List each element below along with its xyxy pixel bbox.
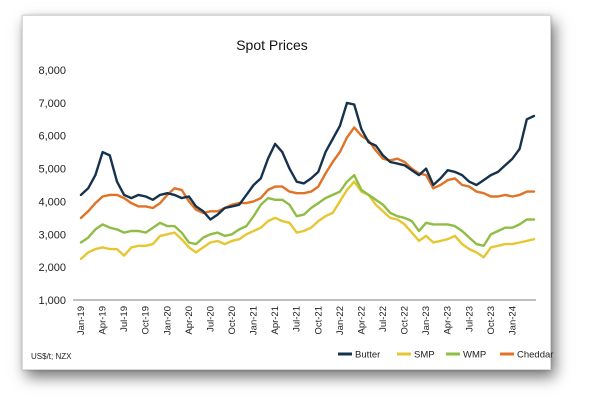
y-tick-label: 1,000 [38,295,66,307]
x-tick-label: Jan-21 [249,306,260,335]
x-tick-label: Apr-21 [270,306,281,335]
x-tick-label: Jul-23 [464,306,475,332]
series-group [79,101,536,261]
x-tick-label: Jul-19 [119,306,130,332]
y-tick-label: 8,000 [38,65,66,77]
x-tick-label: Jul-20 [205,306,216,332]
x-tick-label: Apr-22 [356,306,367,335]
legend-label-cheddar: Cheddar [517,350,553,361]
x-tick-label: Oct-20 [227,306,238,335]
x-tick-label: Jan-19 [76,306,87,335]
series-line-wmp [79,173,536,247]
chart-title: Spot Prices [236,37,308,53]
x-tick-label: Apr-23 [443,306,454,335]
x-tick-label: Apr-19 [98,306,109,335]
y-tick-label: 6,000 [38,131,66,143]
x-tick-label: Jul-21 [292,306,303,332]
y-tick-label: 2,000 [38,262,66,274]
source-note: US$/t; NZX [31,352,72,361]
x-tick-label: Jan-23 [421,306,432,335]
chart-card [22,15,551,370]
x-tick-label: Jul-22 [378,306,389,332]
x-axis: Jan-19 Apr-19 Jul-19 Oct-19 Jan-20 Apr-20 Jul-… [76,306,518,335]
series-line-smp [79,180,536,261]
x-tick-label: Oct-21 [313,306,324,335]
y-tick-label: 7,000 [38,98,66,110]
x-tick-label: Jan-22 [335,306,346,335]
x-tick-label: Oct-19 [141,306,152,335]
legend: Butter SMP WMP Cheddar [338,350,553,361]
x-tick-label: Oct-22 [400,306,411,335]
legend-label-wmp: WMP [463,350,486,361]
x-tick-label: Oct-23 [486,306,497,335]
series-line-butter [79,101,536,221]
legend-label-smp: SMP [414,350,435,361]
y-tick-label: 5,000 [38,164,66,176]
x-tick-label: Jan-20 [162,306,173,335]
y-axis: 1,000 2,000 3,000 4,000 5,000 6,000 7,000 8,000 [38,65,66,307]
x-tick-label: Apr-20 [184,306,195,335]
y-tick-label: 3,000 [38,229,66,241]
x-tick-label: Jan-24 [507,306,518,335]
legend-label-butter: Butter [355,350,380,361]
y-tick-label: 4,000 [38,196,66,208]
series-line-cheddar [79,126,536,220]
